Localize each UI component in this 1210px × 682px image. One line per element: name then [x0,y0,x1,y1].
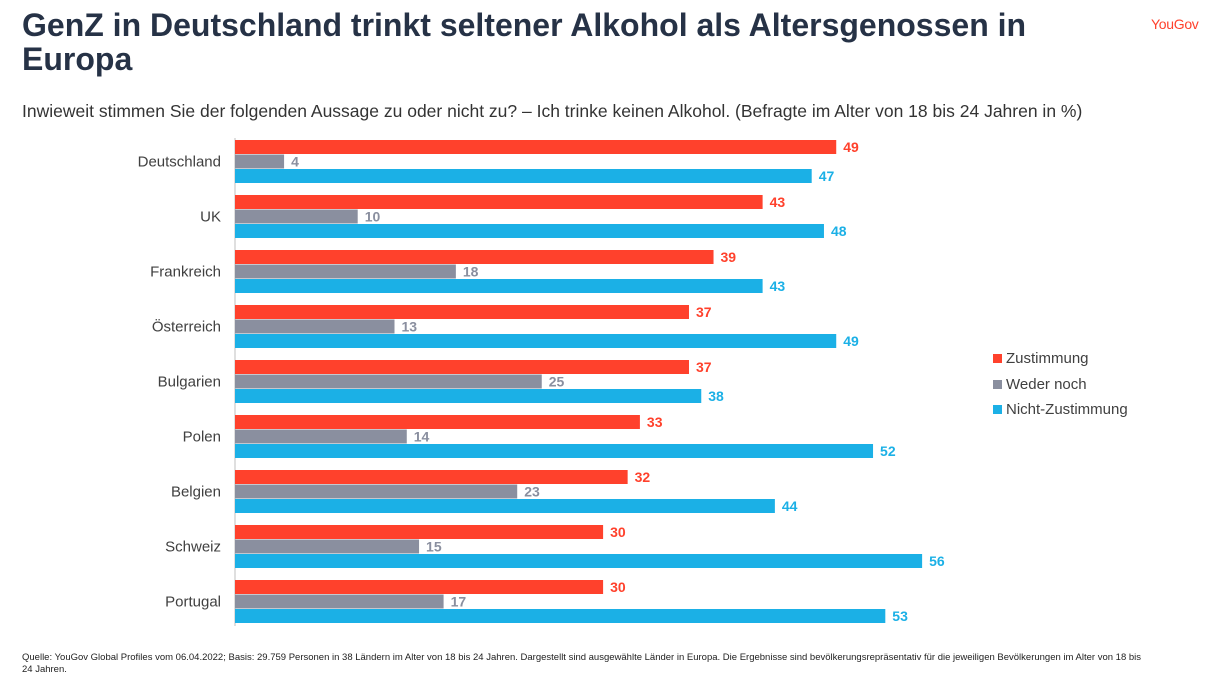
data-label: 47 [819,168,835,184]
bars-layer: Deutschland 49 4 47 UK 43 10 48 Frankreich 39 18 43… [138,139,945,624]
data-label: 52 [880,443,896,459]
bar-weder-noch [235,319,395,334]
bar-nicht-zustimmung [235,169,812,183]
bar-weder-noch [235,594,444,609]
legend-label: Weder noch [1006,375,1087,393]
bar-zustimmung [235,305,689,319]
category-label: Österreich [152,318,221,336]
bar-weder-noch [235,539,420,554]
page-title: GenZ in Deutschland trinkt seltener Alko… [22,7,1027,77]
bar-zustimmung [235,140,837,154]
data-label: 44 [782,498,798,514]
data-label: 37 [696,304,712,320]
legend-swatch [993,354,1002,364]
category-label: Polen [183,429,221,446]
data-label: 18 [463,264,479,280]
chart-subtitle: Inwieweit stimmen Sie der folgenden Auss… [22,101,1083,121]
data-label: 4 [291,154,299,170]
bar-weder-noch [235,264,456,279]
data-label: 48 [831,223,847,239]
data-label: 13 [402,319,418,335]
data-label: 39 [721,249,737,265]
data-label: 30 [610,524,626,540]
bar-nicht-zustimmung [235,279,763,293]
data-label: 37 [696,359,712,375]
bar-weder-noch [235,154,285,169]
bar-nicht-zustimmung [235,224,824,238]
chart-legend: Zustimmung Weder noch Nicht-Zustimmung [993,346,1128,423]
bar-weder-noch [235,429,407,444]
category-label: Portugal [165,594,221,611]
bar-zustimmung [235,195,763,209]
brand-logo: YouGov [1151,16,1199,32]
bar-zustimmung [235,525,604,539]
legend-item: Weder noch [993,372,1128,398]
bar-weder-noch [235,209,358,224]
bar-zustimmung [235,580,604,594]
bar-zustimmung [235,415,640,429]
bar-weder-noch [235,484,518,499]
category-label: Frankreich [150,264,221,281]
data-label: 10 [365,209,381,225]
data-label: 15 [426,539,442,555]
data-label: 38 [708,388,724,404]
data-label: 23 [524,484,540,500]
legend-swatch [993,405,1002,415]
bar-nicht-zustimmung [235,334,837,348]
data-label: 32 [635,469,651,485]
legend-item: Nicht-Zustimmung [993,397,1128,423]
data-label: 17 [451,594,467,610]
data-label: 43 [770,278,786,294]
bar-nicht-zustimmung [235,609,886,623]
bar-weder-noch [235,374,542,389]
data-label: 49 [843,333,859,349]
bar-zustimmung [235,360,689,374]
category-label: Deutschland [138,154,221,171]
legend-swatch [993,379,1002,389]
data-label: 43 [770,194,786,210]
bar-nicht-zustimmung [235,389,702,403]
data-label: 56 [929,553,945,569]
bar-nicht-zustimmung [235,554,923,568]
category-label: UK [200,209,221,226]
bar-zustimmung [235,250,714,264]
data-label: 49 [843,139,859,155]
bar-zustimmung [235,470,628,484]
category-label: Schweiz [165,539,221,556]
bar-nicht-zustimmung [235,499,775,513]
category-label: Belgien [171,484,221,501]
footnote: Quelle: YouGov Global Profiles vom 06.04… [22,652,1142,675]
legend-label: Zustimmung [1006,350,1089,368]
data-label: 14 [414,429,430,445]
legend-item: Zustimmung [993,346,1128,372]
category-label: Bulgarien [158,374,221,391]
data-label: 33 [647,414,663,430]
data-label: 30 [610,579,626,595]
bar-nicht-zustimmung [235,444,874,458]
legend-label: Nicht-Zustimmung [1006,401,1128,419]
data-label: 25 [549,374,565,390]
data-label: 53 [892,608,908,624]
